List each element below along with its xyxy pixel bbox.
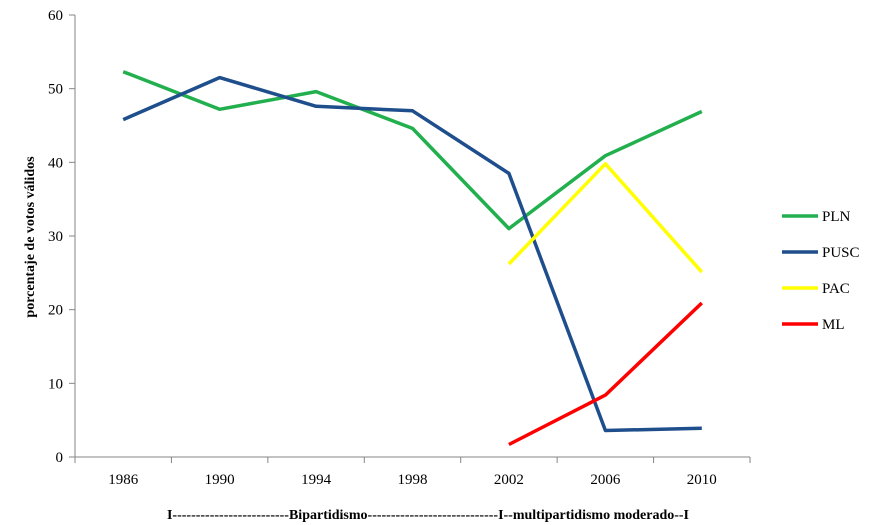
x-tick-label: 2002 xyxy=(494,472,524,488)
y-tick-label: 20 xyxy=(48,303,63,319)
y-tick-label: 0 xyxy=(56,450,64,466)
x-tick-label: 2010 xyxy=(687,472,717,488)
y-tick-label: 60 xyxy=(48,8,63,24)
x-tick-label: 1994 xyxy=(301,472,332,488)
y-tick-label: 30 xyxy=(48,229,63,245)
legend-label-pln: PLN xyxy=(822,209,851,225)
y-tick-label: 50 xyxy=(48,82,63,98)
series-line-pac xyxy=(507,162,704,274)
legend-label-pusc: PUSC xyxy=(822,245,860,261)
y-tick-label: 10 xyxy=(48,376,63,392)
series-line-pusc xyxy=(122,75,702,433)
x-tick-label: 1990 xyxy=(205,472,235,488)
series-line-ml xyxy=(508,301,704,447)
x-axis: 1986 1990 1994 1998 2002 2006 2010 xyxy=(74,456,751,488)
x-tick-label: 2006 xyxy=(590,472,621,488)
legend-label-ml: ML xyxy=(822,317,845,333)
legend: PLN PUSC PAC ML xyxy=(782,209,860,333)
series-lines xyxy=(122,70,704,447)
legend-label-pac: PAC xyxy=(822,281,850,297)
x-tick-label: 1986 xyxy=(108,472,139,488)
y-axis-title: porcentaje de votos válidos xyxy=(23,156,38,318)
x-tick-label: 1998 xyxy=(398,472,428,488)
y-axis: 0 10 20 30 40 50 60 xyxy=(48,8,76,466)
period-annotation: I-------------------------Bipartidismo--… xyxy=(167,508,689,523)
series-line-pln xyxy=(122,70,703,231)
y-tick-label: 40 xyxy=(48,155,63,171)
